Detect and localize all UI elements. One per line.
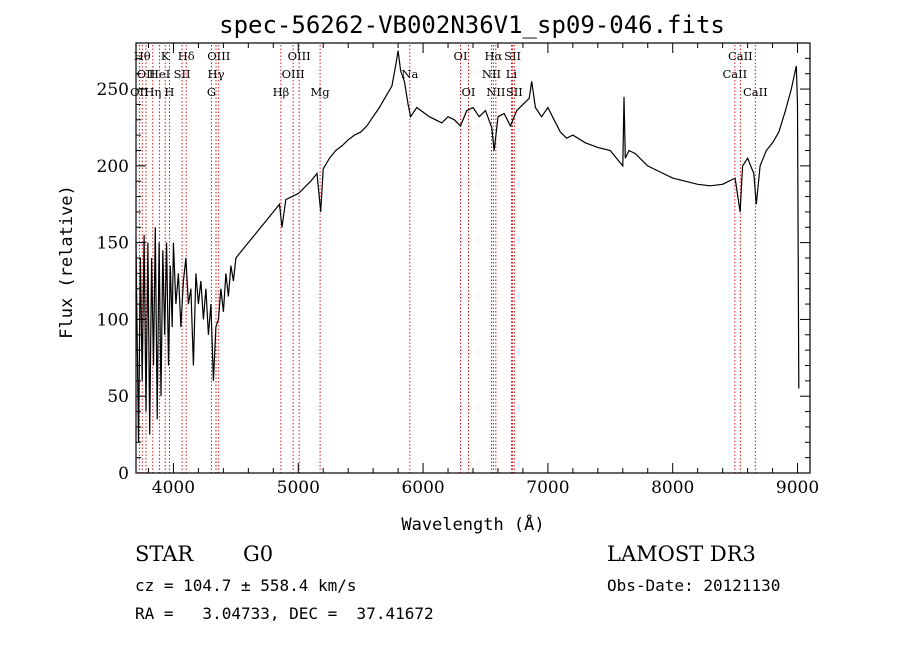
x-tick-label: 5000 — [277, 478, 320, 498]
emission-line-label: Hδ — [178, 49, 195, 63]
chart-title: spec-56262-VB002N36V1_sp09-046.fits — [219, 11, 725, 39]
y-axis-ticks: 0 50 100 150 200 250 — [97, 57, 810, 484]
emission-line-label: G — [207, 85, 216, 99]
emission-line-label: Hβ — [273, 85, 290, 99]
emission-line-label: K — [161, 49, 170, 63]
emission-line-label: SII — [506, 85, 523, 99]
emission-line-label: Na — [401, 67, 418, 81]
emission-line-label: SII — [504, 49, 521, 63]
observation-date: Obs-Date: 20121130 — [607, 576, 780, 595]
emission-line-label: OIII — [282, 67, 305, 81]
emission-line-label: HeI — [149, 67, 170, 81]
x-tick-label: 6000 — [401, 478, 444, 498]
emission-line-label: CaII — [743, 85, 768, 99]
emission-line-label: OI — [454, 49, 468, 63]
emission-line-label: Hα — [484, 49, 502, 63]
object-class: STAR — [135, 542, 194, 566]
emission-line-label: OII — [137, 67, 156, 81]
x-tick-label: 7000 — [526, 478, 569, 498]
sky-coordinates: RA = 3.04733, DEC = 37.41672 — [135, 604, 434, 623]
emission-line-label: Mg — [311, 85, 331, 99]
emission-line-label: NII — [482, 67, 501, 81]
emission-line-label: CaII — [728, 49, 753, 63]
emission-line-labels: OIIHθOIIHηHeIKHSIIHδGHγOIIIHβOIIIOIIIMgN… — [130, 49, 768, 99]
emission-line-label: Hη — [144, 85, 161, 99]
object-subclass: G0 — [243, 542, 273, 566]
y-tick-label: 100 — [97, 310, 129, 330]
emission-line-label: Li — [506, 67, 518, 81]
y-tick-label: 50 — [107, 387, 129, 407]
emission-line-label: OIII — [207, 49, 230, 63]
survey-name: LAMOST DR3 — [607, 542, 756, 566]
y-tick-label: 0 — [118, 464, 129, 484]
y-axis-label: Flux (relative) — [57, 185, 77, 339]
emission-line-label: NII — [486, 85, 505, 99]
x-tick-label: 9000 — [776, 478, 819, 498]
x-tick-label: 4000 — [152, 478, 195, 498]
y-tick-label: 250 — [97, 80, 129, 100]
emission-line-markers — [138, 45, 756, 473]
emission-line-label: OIII — [288, 49, 311, 63]
x-tick-label: 8000 — [651, 478, 694, 498]
spectrum-series-line — [135, 50, 800, 443]
x-axis-label: Wavelength (Å) — [401, 513, 544, 535]
y-tick-label: 200 — [97, 157, 129, 177]
emission-line-label: H — [164, 85, 174, 99]
redshift-velocity: cz = 104.7 ± 558.4 km/s — [135, 576, 357, 595]
y-tick-label: 150 — [97, 234, 129, 254]
emission-line-label: SII — [174, 67, 191, 81]
x-axis-ticks: 4000 5000 6000 7000 8000 9000 — [147, 43, 819, 498]
emission-line-label: Hγ — [208, 67, 225, 81]
emission-line-label: OI — [462, 85, 476, 99]
emission-line-label: OII — [130, 85, 149, 99]
emission-line-label: CaII — [722, 67, 747, 81]
emission-line-label: Hθ — [134, 49, 151, 63]
